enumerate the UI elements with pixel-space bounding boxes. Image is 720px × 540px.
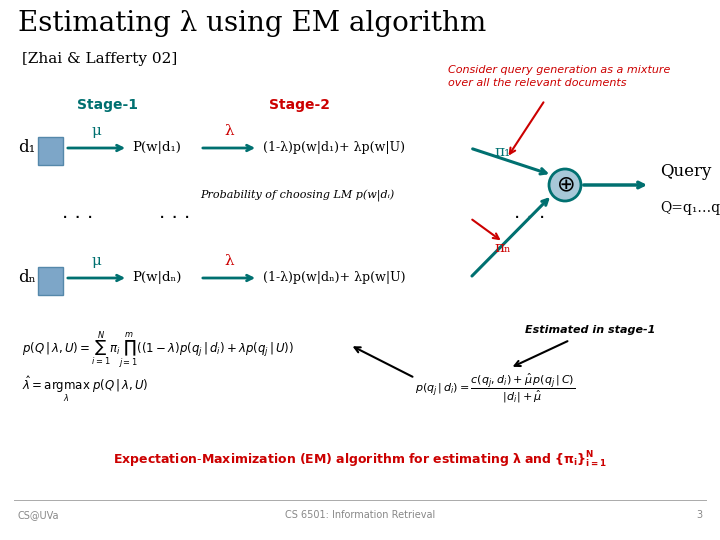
Text: Q=q₁…qₘ: Q=q₁…qₘ xyxy=(660,201,720,215)
Text: π₁: π₁ xyxy=(495,145,511,159)
Circle shape xyxy=(549,169,581,201)
FancyBboxPatch shape xyxy=(38,137,63,165)
Text: 3: 3 xyxy=(696,510,702,520)
Text: Stage-2: Stage-2 xyxy=(269,98,330,112)
Text: $p(q_j\,|\,d_i)=\dfrac{c(q_j,d_i)+\hat{\mu}\,p(q_j\,|\,C)}{|d_i|+\hat{\mu}}$: $p(q_j\,|\,d_i)=\dfrac{c(q_j,d_i)+\hat{\… xyxy=(415,372,575,406)
Text: μ: μ xyxy=(91,254,101,268)
Text: CS@UVa: CS@UVa xyxy=(18,510,60,520)
Text: $\hat{\lambda}=\underset{\lambda}{\mathrm{argmax}}\;p(Q\,|\,\lambda,U)$: $\hat{\lambda}=\underset{\lambda}{\mathr… xyxy=(22,375,148,404)
Text: Query: Query xyxy=(660,164,711,180)
Text: d₁: d₁ xyxy=(18,139,35,157)
Text: . . .: . . . xyxy=(63,204,94,222)
Text: . . .: . . . xyxy=(514,204,546,222)
Text: λ: λ xyxy=(224,254,234,268)
Text: (1-λ)p(w|d₁)+ λp(w|U): (1-λ)p(w|d₁)+ λp(w|U) xyxy=(263,141,405,154)
Text: P(w|dₙ): P(w|dₙ) xyxy=(132,272,181,285)
Text: $p(Q\,|\,\lambda,U)=\sum_{i=1}^{N}\pi_i\prod_{j=1}^{m}((1-\lambda)p(q_j\,|\,d_i): $p(Q\,|\,\lambda,U)=\sum_{i=1}^{N}\pi_i\… xyxy=(22,330,294,371)
Text: dₙ: dₙ xyxy=(18,269,36,287)
Text: . . .: . . . xyxy=(159,204,191,222)
Text: λ: λ xyxy=(224,124,234,138)
Text: Probability of choosing LM p(w|dᵢ): Probability of choosing LM p(w|dᵢ) xyxy=(200,190,395,202)
Text: (1-λ)p(w|dₙ)+ λp(w|U): (1-λ)p(w|dₙ)+ λp(w|U) xyxy=(263,272,405,285)
Text: πₙ: πₙ xyxy=(495,241,511,255)
Text: P(w|d₁): P(w|d₁) xyxy=(132,141,181,154)
FancyBboxPatch shape xyxy=(38,267,63,295)
Text: Estimated in stage-1: Estimated in stage-1 xyxy=(525,325,655,335)
Text: Stage-1: Stage-1 xyxy=(78,98,138,112)
Text: [Zhai & Lafferty 02]: [Zhai & Lafferty 02] xyxy=(22,52,177,66)
Text: $\oplus$: $\oplus$ xyxy=(556,175,575,195)
Text: CS 6501: Information Retrieval: CS 6501: Information Retrieval xyxy=(285,510,435,520)
Text: Estimating λ using EM algorithm: Estimating λ using EM algorithm xyxy=(18,10,486,37)
Text: $\mathbf{Expectation\text{-}Maximization\ (EM)\ algorithm\ for\ estimating\ \lam: $\mathbf{Expectation\text{-}Maximization… xyxy=(113,450,607,470)
Text: μ: μ xyxy=(91,124,101,138)
Text: Consider query generation as a mixture
over all the relevant documents: Consider query generation as a mixture o… xyxy=(448,65,670,88)
